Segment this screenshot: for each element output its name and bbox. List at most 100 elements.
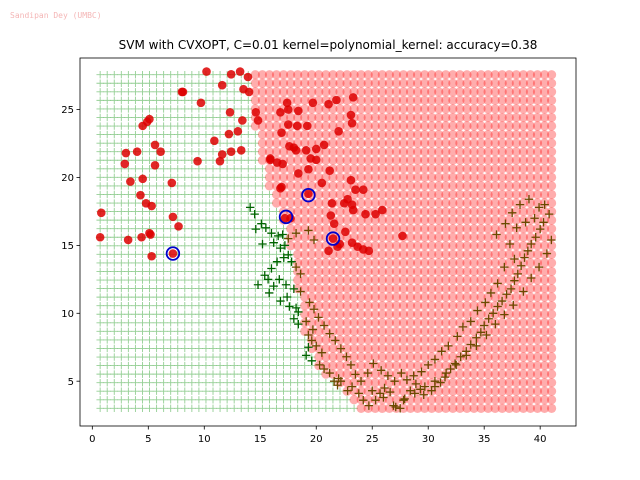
region-cell-positive [504, 352, 514, 362]
region-cell-positive [441, 189, 451, 200]
region-cell-negative [237, 199, 245, 207]
region-cell-negative [244, 130, 252, 139]
region-cell-negative [124, 276, 133, 284]
region-cell-negative [117, 233, 126, 241]
region-cell-negative [286, 353, 295, 361]
region-cell-negative [195, 242, 203, 250]
region-cell-negative [202, 370, 210, 378]
region-cell-positive [342, 318, 352, 328]
region-cell-negative [209, 284, 217, 293]
region-cell-positive [462, 335, 472, 345]
region-cell-negative [124, 216, 133, 224]
region-cell-positive [490, 206, 500, 217]
region-cell-positive [511, 138, 521, 148]
region-cell-positive [532, 369, 543, 379]
negative-class-point [521, 218, 530, 227]
region-cell-negative [209, 396, 217, 404]
region-cell-positive [293, 70, 303, 80]
region-cell-negative [329, 387, 337, 395]
region-cell-negative [96, 396, 104, 404]
positive-class-point [317, 178, 327, 188]
region-cell-positive [264, 147, 275, 157]
region-cell-positive [427, 206, 437, 217]
region-cell-negative [159, 378, 168, 387]
region-cell-negative [272, 267, 281, 276]
region-cell-negative [166, 361, 175, 370]
region-cell-negative [258, 387, 267, 395]
region-cell-negative [117, 122, 126, 130]
positive-class-point [238, 116, 247, 125]
region-cell-negative [181, 122, 189, 130]
negative-class-point [289, 284, 299, 294]
region-cell-negative [209, 353, 217, 361]
region-cell-negative [145, 156, 154, 164]
negative-class-point [466, 340, 475, 349]
region-cell-negative [223, 319, 231, 327]
region-cell-positive [469, 301, 479, 311]
region-cell-negative [322, 378, 330, 387]
region-cell-positive [476, 386, 486, 396]
region-cell-positive [363, 275, 373, 285]
region-cell-negative [159, 224, 168, 233]
region-cell-positive [497, 147, 507, 157]
positive-class-point [150, 160, 160, 170]
region-cell-negative [131, 130, 140, 139]
region-cell-positive [476, 215, 486, 225]
positive-class-point [294, 169, 303, 178]
region-cell-positive [335, 275, 345, 285]
region-cell-negative [272, 301, 281, 310]
region-cell-positive [356, 352, 366, 362]
region-cell-negative [145, 378, 154, 387]
region-cell-positive [405, 275, 416, 285]
positive-class-point [136, 190, 145, 200]
region-cell-positive [293, 249, 303, 259]
region-cell-negative [209, 165, 217, 173]
region-cell-negative [117, 259, 126, 267]
region-cell-negative [145, 396, 154, 404]
region-cell-positive [448, 138, 458, 148]
region-cell-positive [405, 249, 416, 259]
negative-class-point [281, 280, 291, 289]
region-cell-positive [525, 309, 536, 319]
region-cell-positive [497, 70, 507, 80]
region-cell-positive [490, 335, 500, 345]
region-cell-positive [539, 121, 550, 131]
region-cell-negative [230, 224, 238, 233]
region-cell-negative [174, 113, 182, 122]
region-cell-negative [230, 344, 238, 353]
region-cell-negative [103, 404, 111, 413]
positive-class-point [291, 146, 301, 155]
region-cell-positive [462, 172, 472, 182]
region-cell-negative [138, 216, 147, 224]
x-tick-label: 40 [534, 434, 547, 445]
region-cell-positive [398, 164, 409, 174]
region-cell-positive [307, 87, 317, 97]
region-cell-negative [230, 370, 238, 378]
positive-class-point [327, 198, 337, 208]
negative-class-point [276, 296, 285, 306]
region-cell-positive [278, 147, 289, 157]
region-cell-negative [188, 327, 196, 336]
region-cell-negative [251, 190, 260, 199]
region-cell-positive [391, 112, 402, 123]
region-cell-positive [363, 292, 373, 302]
region-cell-negative [152, 130, 161, 139]
region-cell-negative [272, 387, 281, 395]
region-cell-positive [300, 232, 310, 242]
region-cell-positive [335, 352, 345, 362]
region-cell-positive [264, 70, 275, 80]
region-cell-negative [166, 404, 175, 413]
region-cell-positive [518, 129, 528, 140]
region-cell-positive [483, 181, 493, 191]
region-cell-positive [384, 206, 394, 217]
region-cell-negative [96, 336, 104, 344]
region-cell-positive [462, 189, 472, 200]
region-cell-negative [216, 361, 224, 370]
region-cell-positive [363, 147, 373, 157]
region-cell-positive [497, 318, 507, 328]
region-cell-positive [511, 283, 521, 294]
x-tick-label: 0 [89, 434, 95, 445]
region-cell-negative [279, 267, 288, 276]
region-cell-negative [216, 370, 224, 378]
region-cell-negative [216, 173, 224, 182]
